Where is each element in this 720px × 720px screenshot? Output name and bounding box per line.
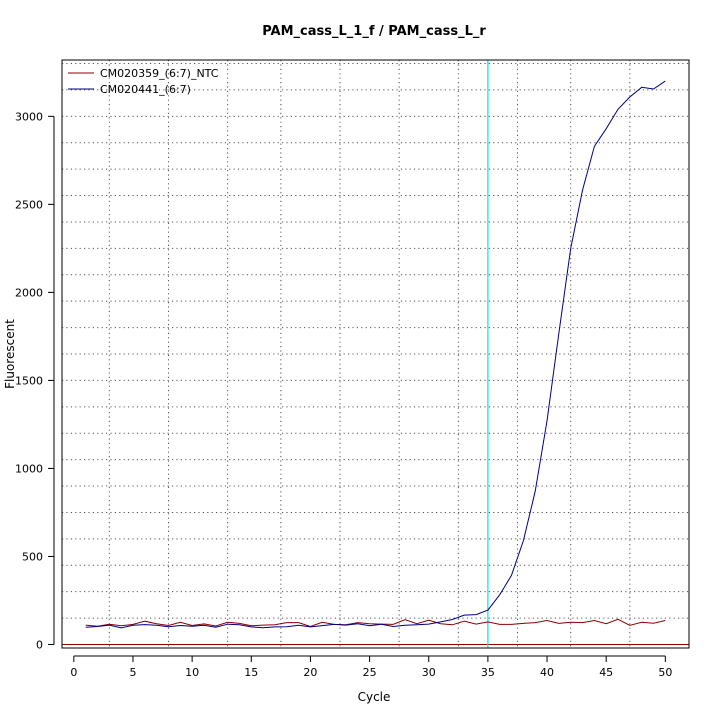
x-tick-label: 20 — [303, 666, 317, 679]
legend: CM020359_(6:7)_NTC CM020441_(6:7) — [68, 67, 219, 96]
y-tick-label: 2500 — [15, 198, 43, 211]
y-axis: 0 500 1000 1500 2000 2500 3000 — [15, 110, 55, 651]
legend-label-2: CM020441_(6:7) — [100, 83, 191, 96]
x-tick-label: 5 — [129, 666, 136, 679]
x-tick-label: 35 — [481, 666, 495, 679]
x-tick-label: 50 — [658, 666, 672, 679]
y-tick-label: 1500 — [15, 374, 43, 387]
y-axis-label: Fluorescent — [3, 319, 17, 389]
series-line-2 — [85, 80, 666, 629]
y-tick-label: 1000 — [15, 462, 43, 475]
y-tick-label: 2000 — [15, 286, 43, 299]
x-tick-label: 25 — [363, 666, 377, 679]
x-axis-label: Cycle — [358, 690, 391, 704]
y-tick-label: 500 — [22, 550, 43, 563]
chart-title: PAM_cass_L_1_f / PAM_cass_L_r — [262, 24, 486, 39]
y-tick-label: 0 — [36, 638, 43, 651]
x-tick-label: 30 — [422, 666, 436, 679]
x-tick-label: 15 — [244, 666, 258, 679]
y-tick-label: 3000 — [15, 110, 43, 123]
x-tick-label: 45 — [599, 666, 613, 679]
x-tick-label: 10 — [185, 666, 199, 679]
x-tick-label: 40 — [540, 666, 554, 679]
series-line-1 — [85, 618, 666, 628]
series-lines — [85, 80, 666, 629]
x-gridlines — [108, 60, 631, 648]
x-axis: 0 5 10 15 20 25 30 35 40 45 50 — [70, 655, 672, 679]
x-tick-label: 0 — [70, 666, 77, 679]
legend-label-1: CM020359_(6:7)_NTC — [100, 67, 219, 80]
plot-area-border — [61, 59, 690, 649]
y-gridlines — [62, 63, 689, 645]
